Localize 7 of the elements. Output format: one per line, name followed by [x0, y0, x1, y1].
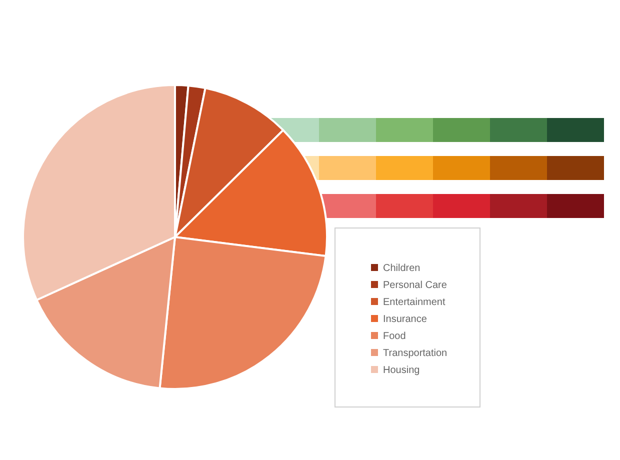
legend-label: Housing [383, 365, 420, 376]
legend-label: Entertainment [383, 297, 446, 308]
legend-label: Children [383, 263, 420, 274]
legend-label: Food [383, 331, 406, 342]
legend-label: Transportation [383, 348, 448, 359]
legend-label: Insurance [383, 314, 428, 325]
legend-label: Personal Care [383, 280, 448, 291]
